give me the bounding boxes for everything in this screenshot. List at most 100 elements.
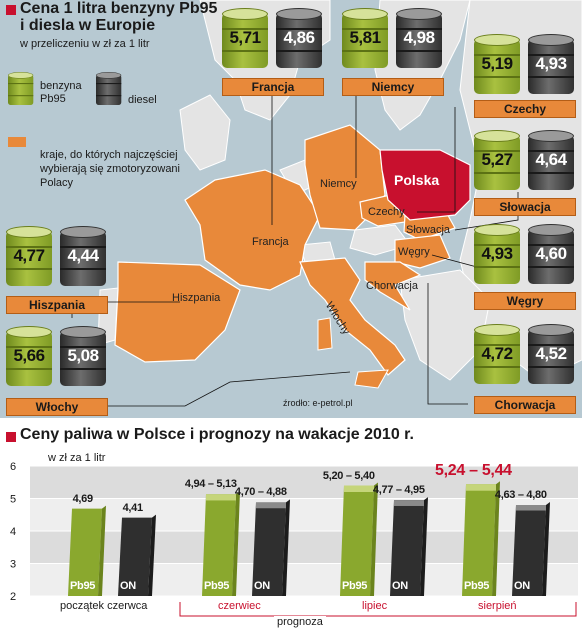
barrel-niemcy-pb95: 5,81 xyxy=(342,8,388,72)
chart-ytick-label: 3 xyxy=(10,559,16,571)
value-francja-diesel: 4,86 xyxy=(283,28,315,47)
value-hiszpania-pb95: 4,77 xyxy=(13,246,45,265)
value-wegry-pb95: 4,93 xyxy=(481,244,513,263)
chart-title: Ceny paliwa w Polsce i prognozy na wakac… xyxy=(20,426,414,443)
country-poland xyxy=(379,149,471,221)
value-francja-pb95: 5,71 xyxy=(229,28,261,47)
legend-pb95-label: benzyna Pb95 xyxy=(40,80,82,106)
bar-on-side xyxy=(420,497,428,596)
bar-pb95 xyxy=(202,494,236,596)
chart-ylabel: w zł za 1 litr xyxy=(48,452,106,464)
value-wegry-diesel: 4,60 xyxy=(535,244,567,263)
label-chorwacja: Chorwacja xyxy=(474,396,576,414)
map-title: Cena 1 litra benzyny Pb95 i diesla w Eur… xyxy=(20,0,217,34)
barrel-wegry-pb95: 4,93 xyxy=(474,224,520,288)
legend-diesel-label: diesel xyxy=(128,94,157,106)
bar-pb95 xyxy=(68,508,102,596)
chart-category-label: lipiec xyxy=(362,600,388,612)
value-label-pb95: 4,94 – 5,13 xyxy=(184,478,237,491)
value-slowacja-diesel: 4,64 xyxy=(535,150,567,169)
barrel-slowacja-diesel: 4,64 xyxy=(528,130,574,194)
leader-wlochy xyxy=(72,371,351,407)
value-wlochy-diesel: 5,08 xyxy=(67,346,99,365)
bar-on-range xyxy=(394,500,424,506)
title-marker xyxy=(6,5,16,15)
bar-label-pb95: Pb95 xyxy=(342,580,368,592)
bar-pb95-side xyxy=(98,505,106,596)
value-czechy-pb95: 5,19 xyxy=(481,54,513,73)
value-label-on: 4,63 – 4,80 xyxy=(494,489,547,501)
bar-label-on: ON xyxy=(254,580,270,592)
bar-pb95-side xyxy=(492,481,500,596)
island-sicily xyxy=(354,369,389,389)
barrel-wlochy-pb95: 5,66 xyxy=(6,326,52,390)
country-croatia xyxy=(364,261,422,311)
value-label-on: 4,70 – 4,88 xyxy=(234,486,287,499)
map-panel: Cena 1 litra benzyny Pb95 i diesla w Eur… xyxy=(0,0,582,418)
bar-pb95-range xyxy=(206,494,236,501)
chart-ytick-label: 6 xyxy=(10,461,16,473)
bar-on-range xyxy=(516,505,546,511)
value-slowacja-pb95: 5,27 xyxy=(481,150,513,169)
value-label-pb95: 5,20 – 5,40 xyxy=(322,469,375,482)
bar-label-pb95: Pb95 xyxy=(464,580,490,592)
country-spain xyxy=(114,261,241,363)
bar-on xyxy=(118,517,152,596)
value-label-pb95: 4,69 xyxy=(72,492,94,505)
map-title-line1: Cena 1 litra benzyny Pb95 xyxy=(20,0,218,17)
map-label-chorwacja: Chorwacja xyxy=(366,280,418,292)
source-note: źrodło: e-petrol.pl xyxy=(283,398,353,408)
bar-pb95-range xyxy=(344,485,374,492)
legend-orange-line1: kraje, do których najczęściej xyxy=(40,149,178,161)
bar-label-pb95: Pb95 xyxy=(70,580,96,592)
barrel-niemcy-diesel: 4,98 xyxy=(396,8,442,72)
barrel-wegry-diesel: 4,60 xyxy=(528,224,574,288)
value-hiszpania-diesel: 4,44 xyxy=(67,246,99,265)
value-label-on: 4,41 xyxy=(122,501,144,514)
legend-pb95-barrel-icon xyxy=(8,72,34,107)
barrel-czechy-diesel: 4,93 xyxy=(528,34,574,98)
value-label-pb95: 5,24 – 5,44 xyxy=(435,462,512,480)
bar-on xyxy=(252,502,286,596)
legend-diesel-barrel-icon xyxy=(96,72,122,107)
chart-ytick-label: 5 xyxy=(10,494,16,506)
bar-pb95 xyxy=(340,485,374,596)
leader-czechy xyxy=(417,107,456,213)
barrel-chorwacja-pb95: 4,72 xyxy=(474,324,520,388)
bar-on-side xyxy=(282,499,290,596)
barrel-francja-pb95: 5,71 xyxy=(222,8,268,72)
legend-orange-line3: Polacy xyxy=(40,177,74,189)
value-wlochy-pb95: 5,66 xyxy=(13,346,45,365)
country-italy xyxy=(299,257,406,376)
map-label-wegry: Węgry xyxy=(398,246,430,258)
map-label-slowacja: Słowacja xyxy=(406,224,451,236)
label-czechy: Czechy xyxy=(474,100,576,118)
barrel-wlochy-diesel: 5,08 xyxy=(60,326,106,390)
map-label-czechy: Czechy xyxy=(368,206,405,218)
forecast-label: prognoza xyxy=(274,616,326,628)
bar-label-on: ON xyxy=(392,580,408,592)
price-chart: 2 3 4 5 6 xyxy=(10,461,578,617)
legend-orange-note: kraje, do których najczęściej wybierają … xyxy=(40,148,180,190)
country-hungary xyxy=(394,234,451,269)
legend-pb95-line1: benzyna xyxy=(40,80,82,92)
bar-on xyxy=(512,505,546,596)
label-francja: Francja xyxy=(222,78,324,96)
bar-pb95 xyxy=(462,484,496,596)
map-title-line2: i diesla w Europie xyxy=(20,17,156,34)
barrel-czechy-pb95: 5,19 xyxy=(474,34,520,98)
country-france xyxy=(184,169,321,291)
legend-orange-line2: wybierają się zmotoryzowani xyxy=(40,163,180,175)
land-uk xyxy=(179,94,231,171)
chart-category-label: czerwiec xyxy=(218,600,261,612)
island-sardinia xyxy=(317,317,333,351)
bar-on-range xyxy=(256,502,286,509)
chart-bars xyxy=(68,481,577,617)
bar-pb95-side xyxy=(370,482,378,596)
bar-label-on: ON xyxy=(514,580,530,592)
chart-category-label: sierpień xyxy=(478,600,517,612)
label-wlochy: Włochy xyxy=(6,398,108,416)
land-balkans xyxy=(399,269,491,381)
map-subtitle: w przeliczeniu w zł za 1 litr xyxy=(20,38,150,50)
bar-on-side xyxy=(148,514,156,596)
